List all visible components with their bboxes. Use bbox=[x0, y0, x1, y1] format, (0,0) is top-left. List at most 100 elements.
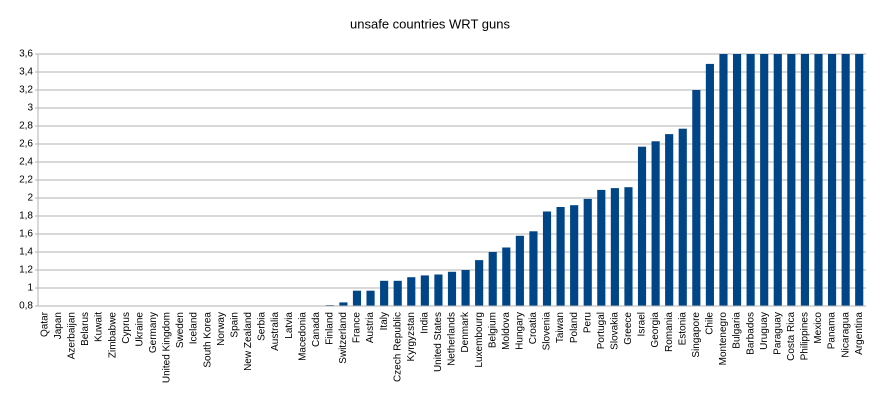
x-tick-label: Greece bbox=[623, 312, 634, 345]
bar bbox=[407, 277, 416, 306]
y-tick-label: 1,2 bbox=[19, 265, 33, 276]
x-tick-label: South Korea bbox=[202, 312, 213, 368]
y-tick-label: 1,8 bbox=[19, 211, 33, 222]
y-tick-label: 2,2 bbox=[19, 175, 33, 186]
bar bbox=[461, 270, 470, 306]
bar bbox=[339, 302, 348, 306]
bar bbox=[515, 235, 524, 306]
x-tick-label: Denmark bbox=[460, 311, 471, 353]
bar bbox=[800, 54, 809, 306]
x-tick-label: Bulgaria bbox=[732, 312, 743, 349]
x-tick-label: Latvia bbox=[284, 312, 295, 339]
x-tick-label: Poland bbox=[569, 312, 580, 343]
bar bbox=[814, 54, 823, 306]
x-tick-label: Spain bbox=[229, 312, 240, 338]
x-tick-label: Ukraine bbox=[134, 312, 145, 347]
x-tick-label: Qatar bbox=[39, 311, 50, 337]
x-tick-label: Paraguay bbox=[772, 312, 783, 355]
bar bbox=[827, 54, 837, 306]
bar bbox=[556, 207, 565, 306]
x-tick-label: Philippines bbox=[800, 312, 811, 360]
bar bbox=[380, 280, 389, 306]
x-tick-label: Croatia bbox=[528, 312, 539, 345]
x-tick-label: Azerbaijan bbox=[67, 312, 78, 359]
plot-area bbox=[325, 54, 864, 306]
x-tick-label: Kyrgyzstan bbox=[406, 312, 417, 361]
y-tick-label: 1,6 bbox=[19, 229, 33, 240]
bar bbox=[352, 290, 362, 306]
x-tick-label: Israel bbox=[637, 312, 648, 336]
x-tick-label: Slovenia bbox=[542, 312, 553, 351]
bar bbox=[773, 54, 782, 306]
bar bbox=[624, 187, 633, 306]
bar bbox=[420, 275, 429, 306]
x-tick-label: Canada bbox=[311, 312, 322, 347]
x-tick-label: Sweden bbox=[175, 312, 186, 348]
x-tick-label: Norway bbox=[216, 312, 227, 346]
x-tick-label: Estonia bbox=[677, 312, 688, 346]
bar bbox=[529, 231, 538, 306]
x-tick-label: Czech Republic bbox=[392, 312, 403, 382]
x-tick-label: Belgium bbox=[487, 312, 498, 348]
bar bbox=[651, 141, 660, 306]
x-tick-label: Japan bbox=[53, 312, 64, 339]
x-tick-label: Peru bbox=[582, 312, 593, 333]
x-tick-label: Zimbabwe bbox=[107, 312, 118, 359]
bar bbox=[488, 252, 497, 306]
x-tick-label: New Zealand bbox=[243, 312, 254, 371]
y-tick-label: 3,2 bbox=[19, 85, 33, 96]
x-tick-label: Belarus bbox=[80, 312, 91, 346]
y-tick-label: 2,8 bbox=[19, 121, 33, 132]
x-tick-label: Italy bbox=[379, 312, 390, 330]
chart-title: unsafe countries WRT guns bbox=[350, 16, 510, 31]
x-tick-label: Costa Rica bbox=[786, 312, 797, 361]
bar bbox=[570, 205, 579, 306]
x-tick-label: Switzerland bbox=[338, 312, 349, 364]
x-tick-label: Netherlands bbox=[447, 312, 458, 366]
bar bbox=[583, 198, 592, 306]
bar bbox=[393, 280, 402, 306]
x-tick-label: Mexico bbox=[813, 312, 824, 344]
bar bbox=[760, 54, 769, 306]
x-tick-label: Austria bbox=[365, 312, 376, 344]
x-tick-label: Germany bbox=[148, 312, 159, 353]
bar bbox=[787, 54, 796, 306]
x-tick-label: Uruguay bbox=[759, 312, 770, 350]
y-tick-label: 3 bbox=[27, 103, 33, 114]
x-tick-label: Moldova bbox=[501, 312, 512, 350]
x-tick-label: Chile bbox=[705, 312, 716, 335]
y-tick-label: 2,6 bbox=[19, 139, 33, 150]
bar bbox=[678, 128, 687, 306]
bar bbox=[434, 274, 443, 306]
y-tick-label: 3,4 bbox=[19, 67, 33, 78]
bar bbox=[746, 54, 755, 306]
x-tick-label: India bbox=[419, 312, 430, 334]
x-tick-label: Cyprus bbox=[121, 312, 132, 344]
x-tick-label: Taiwan bbox=[555, 312, 566, 343]
bar bbox=[841, 54, 850, 306]
x-tick-label: Iceland bbox=[189, 312, 200, 344]
bar bbox=[665, 134, 674, 306]
bar bbox=[692, 90, 701, 306]
bar bbox=[705, 63, 714, 306]
bar bbox=[610, 188, 619, 306]
bar bbox=[719, 54, 728, 306]
bar bbox=[475, 260, 484, 306]
bar bbox=[637, 146, 647, 306]
x-tick-label: United States bbox=[433, 312, 444, 372]
x-tick-label: Georgia bbox=[650, 312, 661, 348]
bar bbox=[855, 54, 864, 306]
bar bbox=[542, 211, 552, 306]
y-tick-label: 2,4 bbox=[19, 157, 33, 168]
x-tick-label: Luxembourg bbox=[474, 312, 485, 368]
bar bbox=[366, 290, 375, 306]
x-tick-label: Barbados bbox=[745, 312, 756, 355]
bar bbox=[732, 54, 742, 306]
x-tick-label: Macedonia bbox=[297, 312, 308, 361]
x-tick-label: Portugal bbox=[596, 312, 607, 349]
bar bbox=[597, 189, 606, 306]
x-tick-label: Singapore bbox=[691, 312, 702, 358]
x-tick-label: France bbox=[352, 312, 363, 344]
